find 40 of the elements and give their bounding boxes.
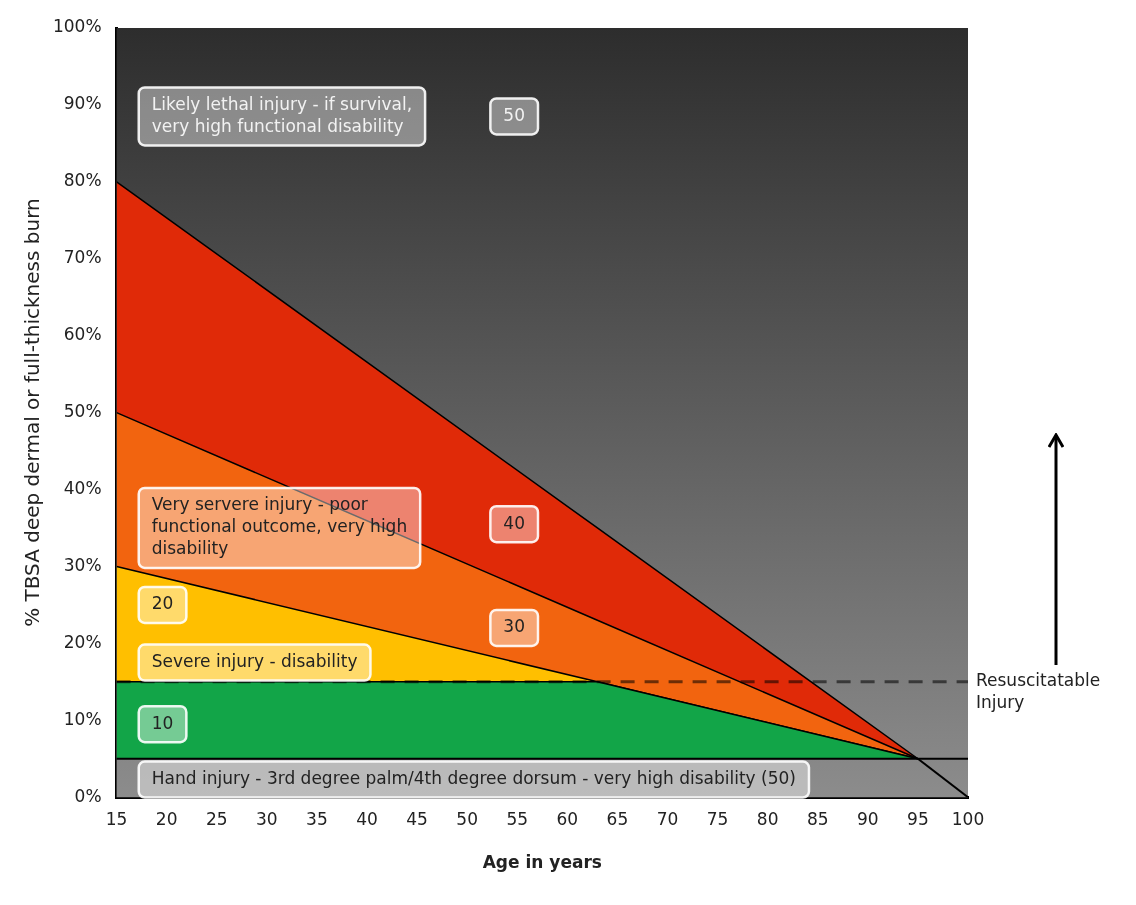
x-tick-label: 60 — [556, 808, 579, 829]
x-tick-label: 75 — [706, 808, 729, 829]
x-tick-label: 35 — [306, 808, 328, 829]
y-tick-label: 80% — [63, 170, 102, 191]
x-tick-label: 50 — [456, 808, 478, 829]
annotation: 30 — [503, 616, 526, 637]
y-axis-title: % TBSA deep dermal or full-thickness burn — [20, 198, 45, 627]
x-tick-label: 40 — [356, 808, 378, 829]
x-tick-label: 95 — [907, 808, 929, 829]
y-tick-label: 10% — [63, 708, 102, 729]
y-tick-label: 0% — [74, 785, 102, 806]
x-tick-label: 15 — [105, 808, 128, 829]
y-tick-label: 60% — [63, 324, 102, 345]
y-tick-label: 20% — [63, 631, 102, 652]
x-tick-label: 45 — [406, 808, 428, 829]
x-tick-label: 20 — [155, 808, 178, 829]
annotation: Hand injury - 3rd degree palm/4th degree dorsum - very high disability (50) — [151, 767, 796, 788]
y-tick-label: 90% — [63, 93, 102, 114]
ref-line-label: Resuscitatable Injury — [976, 670, 1101, 713]
x-tick-label: 55 — [506, 808, 529, 829]
annotation: 40 — [503, 512, 526, 533]
y-tick-label: 100% — [52, 16, 102, 37]
y-tick-label: 70% — [63, 247, 102, 268]
x-tick-label: 25 — [205, 808, 228, 829]
x-tick-label: 90 — [857, 808, 879, 829]
x-tick-label: 65 — [606, 808, 629, 829]
x-tick-label: 80 — [756, 808, 779, 829]
y-tick-label: 50% — [63, 401, 102, 422]
x-axis-title: Age in years — [482, 852, 602, 873]
annotation: 10 — [151, 712, 174, 733]
y-tick-label: 30% — [63, 554, 102, 575]
x-tick-label: 85 — [806, 808, 829, 829]
annotation: 50 — [503, 104, 526, 125]
y-tick-label: 40% — [63, 477, 102, 498]
x-tick-label: 30 — [256, 808, 278, 829]
annotation: 20 — [151, 593, 174, 614]
x-tick-label: 70 — [656, 808, 679, 829]
x-tick-label: 100 — [951, 808, 985, 829]
annotation: Likely lethal injury - if survival, very high functional disability — [151, 93, 413, 136]
annotation: Severe injury - disability — [151, 651, 358, 672]
